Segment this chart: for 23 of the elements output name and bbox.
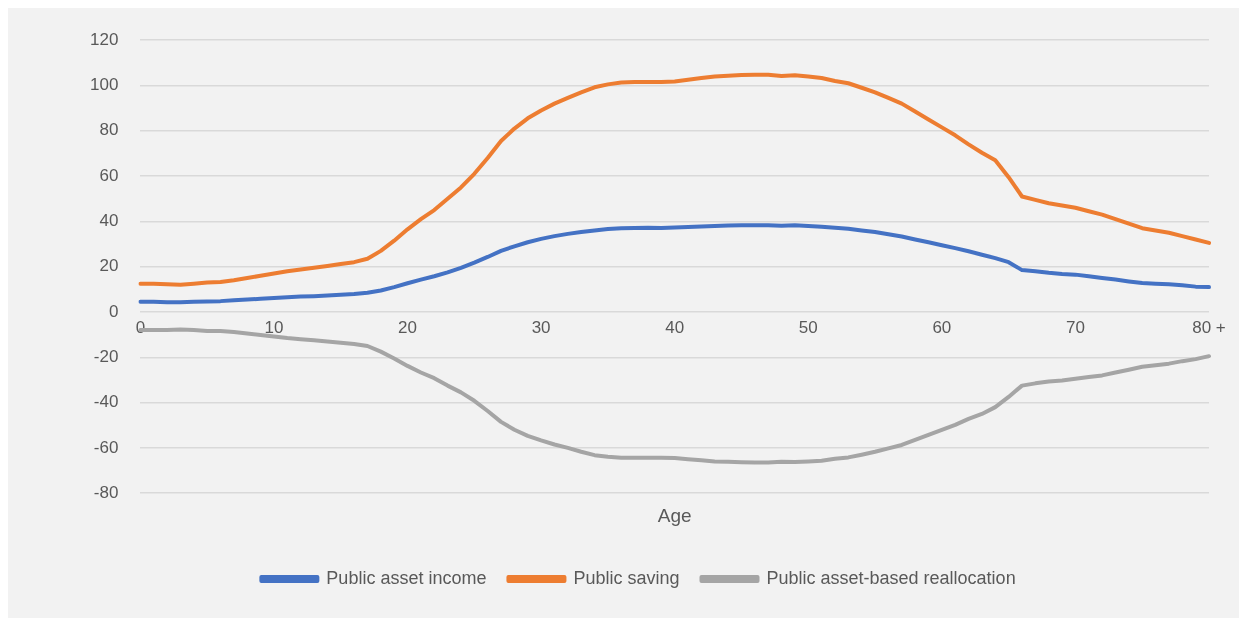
legend-label: Public asset-based reallocation bbox=[766, 567, 1016, 588]
y-tick-label: -60 bbox=[93, 437, 119, 457]
x-tick-label: 10 bbox=[264, 317, 284, 337]
y-tick-label: 100 bbox=[89, 75, 119, 95]
y-tick-label: 0 bbox=[108, 301, 119, 321]
legend-label: Public asset income bbox=[326, 567, 487, 588]
y-tick-label: 20 bbox=[99, 256, 119, 276]
y-tick-label: -40 bbox=[93, 392, 119, 412]
x-tick-label: 70 bbox=[1065, 317, 1085, 337]
y-tick-label: 60 bbox=[99, 165, 119, 185]
x-tick-label: 50 bbox=[798, 317, 818, 337]
y-tick-label: 40 bbox=[99, 211, 119, 231]
x-axis-title: Age bbox=[657, 504, 692, 526]
y-tick-label: 80 bbox=[99, 120, 119, 140]
x-tick-label: 80 + bbox=[1192, 317, 1226, 337]
y-tick-label: -20 bbox=[93, 346, 119, 366]
legend-label: Public saving bbox=[573, 567, 680, 588]
x-tick-label: 60 bbox=[932, 317, 952, 337]
x-tick-label: 30 bbox=[531, 317, 551, 337]
x-tick-label: 40 bbox=[665, 317, 685, 337]
x-tick-label: 20 bbox=[398, 317, 417, 337]
y-tick-label: 120 bbox=[89, 29, 119, 49]
y-tick-label: -80 bbox=[93, 482, 119, 502]
